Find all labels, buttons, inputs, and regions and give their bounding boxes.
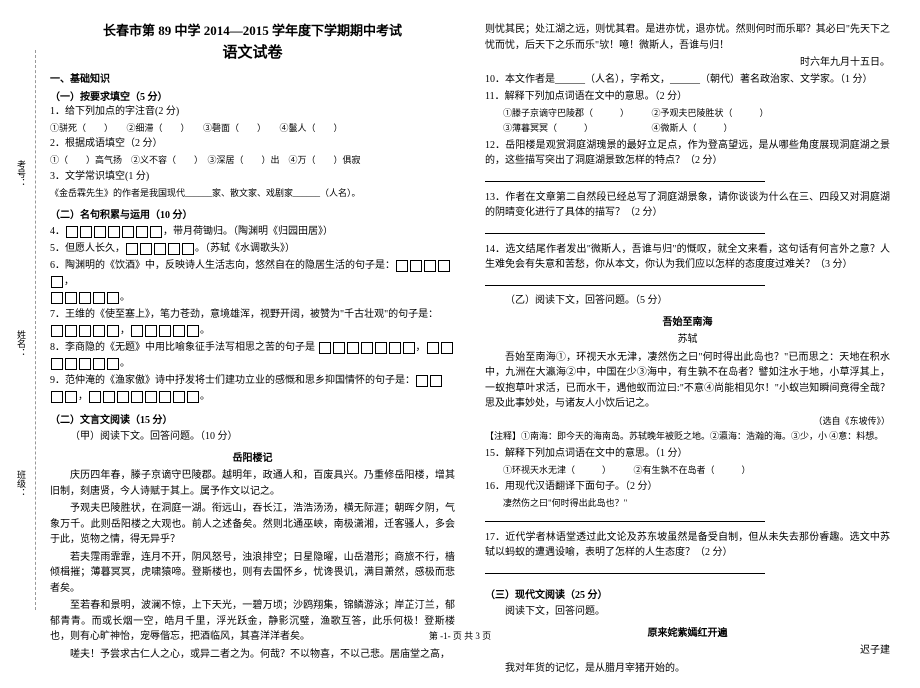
- section4-title: （三）现代文阅读（25 分）: [485, 586, 890, 601]
- jia-label: （甲）阅读下文。回答问题。（10 分）: [50, 429, 455, 445]
- q15: 15．解释下列加点词语在文中的意思。（1 分）: [485, 446, 890, 462]
- q14: 14．选文结尾作者发出"微斯人，吾谁与归"的慨叹，就全文来看，这句话有何言外之意…: [485, 242, 890, 273]
- q2-opts: ①（ ）高气扬 ②义不容（ ） ③深居（ ）出 ④万（ ）俱寂: [50, 153, 455, 167]
- q3: 3．文学常识填空(1 分): [50, 169, 455, 185]
- q9: 9．范仲淹的《渔家傲》诗中抒发将士们建功立业的感慨和思乡抑国情怀的句子是：，。: [50, 373, 455, 405]
- y-author: 苏轼: [485, 332, 890, 348]
- p2: 予观夫巴陵胜状，在洞庭一湖。衔远山，吞长江，浩浩汤汤，横无际涯；朝晖夕阴，气象万…: [50, 501, 455, 548]
- y-note: 【注释】①南海：即今天的海南岛。苏轼晚年被贬之地。②瀛海：浩瀚的海。③少，小 ④…: [485, 430, 890, 444]
- s4-intro: 阅读下文，回答问题。: [485, 604, 890, 620]
- p1: 庆历四年春，滕子京谪守巴陵郡。越明年，政通人和，百废具兴。乃重修岳阳楼，增其旧制…: [50, 468, 455, 499]
- class-label: 班级：: [15, 470, 28, 497]
- q15a: ①环视天水无津（ ） ②有生孰不在岛者（ ）: [485, 463, 890, 477]
- q13: 13．作者在文章第二自然段已经总写了洞庭湖景象，请你谈谈为什么在三、四段又对洞庭…: [485, 190, 890, 221]
- m-author: 迟子建: [485, 643, 890, 659]
- q16a: 凄然伤之曰"何时得出此岛也？": [485, 496, 890, 510]
- q12: 12．岳阳楼是观赏洞庭湖瑰景的最好立足点，作为登高望远，是从哪些角度展现洞庭湖之…: [485, 138, 890, 169]
- q11b: ③薄暮冥冥（ ） ④微斯人（ ）: [485, 121, 890, 135]
- binding-margin: 班级： 姓名： 考号：: [15, 50, 36, 610]
- section2-title: （二）名句积累与运用（10 分）: [50, 206, 455, 221]
- q6: 6．陶渊明的《饮酒》中，反映诗人生活志向，悠然自在的隐居生活的句子是：，。: [50, 258, 455, 306]
- y-src: （选自《东坡传》）: [485, 414, 890, 428]
- q17: 17．近代学者林语堂透过此文论及苏东坡虽然是备受自制，但从未失去那份睿趣。选文中…: [485, 530, 890, 561]
- p5: 嗟夫！予尝求古仁人之心，或异二者之为。何哉？不以物喜，不以己悲。居庙堂之高，: [50, 647, 455, 663]
- section3-title: （二）文言文阅读（15 分）: [50, 411, 455, 426]
- left-column: 长春市第 89 中学 2014—2015 学年度下学期期中考试 语文试卷 一、基…: [50, 20, 455, 678]
- q8: 8．李商隐的《无题》中用比喻象征手法写相思之苦的句子是 ，。: [50, 340, 455, 372]
- yp1: 吾始至南海①，环视天水无津，凄然伤之曰"何时得出此岛也？"已而思之：天地在积水中…: [485, 350, 890, 412]
- q2: 2．根据成语填空（2 分）: [50, 136, 455, 152]
- q16: 16．用现代汉语翻译下面句子。（2 分）: [485, 479, 890, 495]
- q1: 1．给下列加点的字注音(2 分): [50, 104, 455, 120]
- cont: 则忧其民；处江湖之远，则忧其君。是进亦忧，退亦忧。然则何时而乐耶？其必曰"先天下…: [485, 22, 890, 53]
- q11: 11．解释下列加点词语在文中的意思。（2 分）: [485, 89, 890, 105]
- article-title: 岳阳楼记: [50, 449, 455, 464]
- mp1: 我对年货的记忆，是从腊月宰猪开始的。: [485, 661, 890, 677]
- right-column: 则忧其民；处江湖之远，则忧其君。是进亦忧，退亦忧。然则何时而乐耶？其必曰"先天下…: [485, 20, 890, 678]
- subject-title: 语文试卷: [50, 41, 455, 62]
- yi-label: （乙）阅读下文，回答问题。（5 分）: [485, 293, 890, 309]
- date: 时六年九月十五日。: [485, 55, 890, 71]
- sub1-title: （一）按要求填空（5 分）: [50, 88, 455, 103]
- school-title: 长春市第 89 中学 2014—2015 学年度下学期期中考试: [50, 20, 455, 39]
- q3-line: 《金岳霖先生》的作者是我国现代______家、散文家、戏剧家______（人名）…: [50, 186, 455, 200]
- q11a: ①滕子京谪守巴陵郡（ ） ②予观夫巴陵胜状（ ）: [485, 106, 890, 120]
- section1-title: 一、基础知识: [50, 70, 455, 85]
- y-title: 吾始至南海: [485, 313, 890, 328]
- page-footer: 第 -1- 页 共 3 页: [0, 629, 920, 642]
- id-label: 考号：: [15, 160, 28, 187]
- q7: 7．王维的《使至塞上》，笔力苍劲，意境雄浑，视野开阔，被赞为"千古壮观"的句子是…: [50, 307, 455, 339]
- q1-opts: ①骈死（ ） ②细滞（ ） ③磬面（ ） ④鬣人（ ）: [50, 121, 455, 135]
- q10: 10．本文作者是______（人名），字希文，______（朝代）著名政治家、文…: [485, 72, 890, 88]
- page-container: 长春市第 89 中学 2014—2015 学年度下学期期中考试 语文试卷 一、基…: [0, 0, 920, 688]
- q4: 4．，4．□□□□□□□，带月荷锄归。（陶渊明《归园田居》）带月荷锄归。（陶渊明…: [50, 224, 455, 240]
- p3: 若夫霪雨霏霏，连月不开，阴风怒号，浊浪排空；日星隐曜，山岳潜形；商旅不行，樯倾楫…: [50, 550, 455, 597]
- q5: 5．但愿人长久，。（苏轼《水调歌头》）: [50, 241, 455, 257]
- name-label: 姓名：: [15, 330, 28, 357]
